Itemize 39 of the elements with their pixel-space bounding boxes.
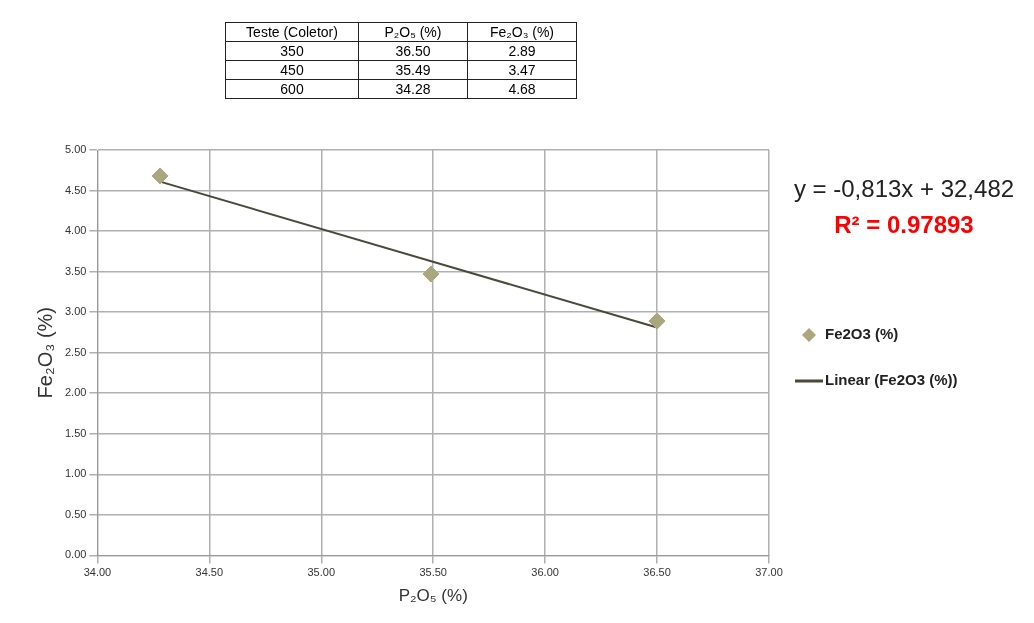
y-tick-label: 3.50 <box>64 264 87 277</box>
y-tick-label: 4.00 <box>64 224 87 237</box>
x-tick-label: 34.50 <box>195 566 224 579</box>
y-tick-label: 2.50 <box>64 345 87 358</box>
y-tick-label: 1.50 <box>64 426 87 439</box>
x-tick-label: 36.00 <box>531 566 559 579</box>
text: 2.89 <box>508 43 536 59</box>
text: R² = 0.97893 <box>834 210 974 238</box>
text: 3.47 <box>508 62 536 78</box>
y-tick-label: 2.00 <box>64 386 87 399</box>
point <box>648 312 666 330</box>
y-tick-label: 0.00 <box>64 548 87 561</box>
legend-label: Linear (Fe2O3 (%)) <box>825 371 958 389</box>
y-tick-label: 1.00 <box>64 467 87 480</box>
y-tick-label: 0.50 <box>64 507 87 520</box>
text: y = -0,813x + 32,482 <box>793 174 1015 202</box>
point <box>422 265 440 283</box>
category-label: P₂O₅ (%) <box>358 22 468 42</box>
text: 36.50 <box>395 43 431 59</box>
y-tick-label: 5.00 <box>64 143 87 156</box>
y-tick-label: 4.50 <box>64 183 87 196</box>
text: 600 <box>280 81 304 97</box>
x-tick-label: 35.50 <box>419 566 447 579</box>
legend-label: Fe2O3 (%) <box>825 325 899 343</box>
x-tick-label: 36.50 <box>643 566 671 579</box>
category-label: Fe₂O₃ (%) <box>467 22 577 42</box>
category-label: Teste (Coletor) <box>225 22 359 42</box>
text: 450 <box>280 62 304 78</box>
y-tick-label: 3.00 <box>64 305 87 318</box>
text: 35.49 <box>395 62 431 78</box>
y-axis-title: Fe₂O₃ (%) <box>33 306 56 399</box>
x-tick-label: 35.00 <box>307 566 336 579</box>
point <box>151 167 169 185</box>
text: 4.68 <box>508 81 536 97</box>
text: 350 <box>280 43 304 59</box>
text: 34.28 <box>395 81 431 97</box>
x-tick-label: 34.00 <box>83 566 112 579</box>
x-tick-label: 37.00 <box>755 566 783 579</box>
x-axis-title: P₂O₅ (%) <box>398 586 468 606</box>
